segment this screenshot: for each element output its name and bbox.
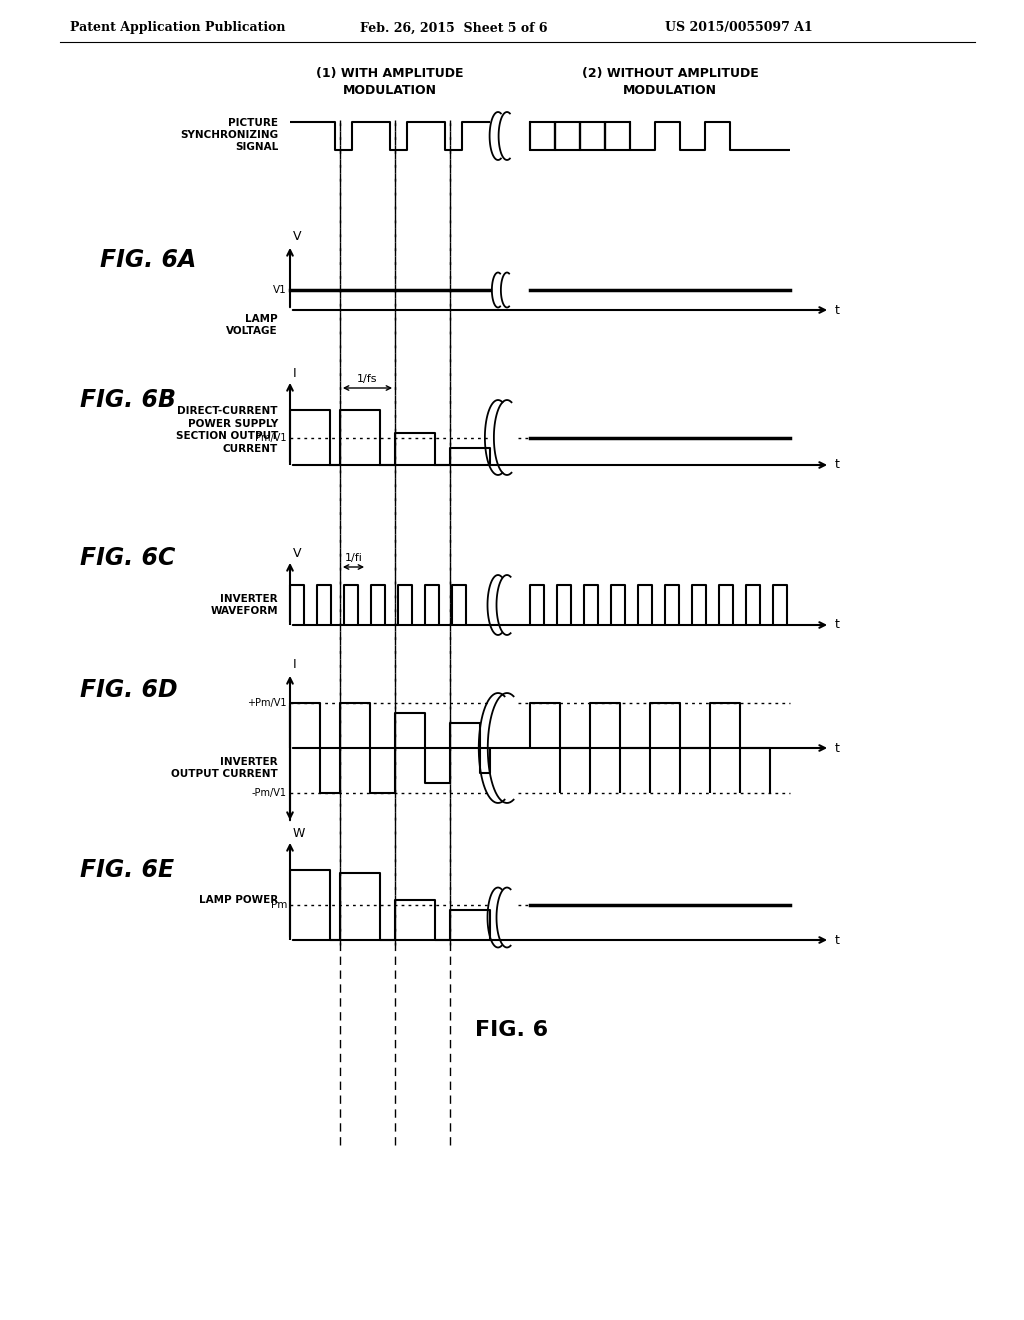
Text: Patent Application Publication: Patent Application Publication <box>70 21 286 34</box>
Text: US 2015/0055097 A1: US 2015/0055097 A1 <box>665 21 813 34</box>
Text: Feb. 26, 2015  Sheet 5 of 6: Feb. 26, 2015 Sheet 5 of 6 <box>360 21 548 34</box>
Text: t: t <box>835 742 840 755</box>
Text: 1/fs: 1/fs <box>357 374 378 384</box>
Text: PICTURE
SYNCHRONIZING
SIGNAL: PICTURE SYNCHRONIZING SIGNAL <box>180 117 278 152</box>
Text: t: t <box>835 933 840 946</box>
Text: FIG. 6B: FIG. 6B <box>80 388 176 412</box>
Text: V: V <box>293 546 301 560</box>
Text: FIG. 6C: FIG. 6C <box>80 546 175 570</box>
Text: (1) WITH AMPLITUDE
MODULATION: (1) WITH AMPLITUDE MODULATION <box>316 67 464 96</box>
Text: INVERTER
WAVEFORM: INVERTER WAVEFORM <box>210 594 278 616</box>
Text: Pm: Pm <box>270 900 287 909</box>
Text: (2) WITHOUT AMPLITUDE
MODULATION: (2) WITHOUT AMPLITUDE MODULATION <box>582 67 759 96</box>
Text: DIRECT-CURRENT
POWER SUPPLY
SECTION OUTPUT
CURRENT: DIRECT-CURRENT POWER SUPPLY SECTION OUTP… <box>176 407 278 454</box>
Text: +Pm/V1: +Pm/V1 <box>248 698 287 708</box>
Text: W: W <box>293 828 305 840</box>
Text: t: t <box>835 619 840 631</box>
Text: INVERTER
OUTPUT CURRENT: INVERTER OUTPUT CURRENT <box>171 756 278 779</box>
Text: V1: V1 <box>273 285 287 294</box>
Text: I: I <box>293 657 297 671</box>
Text: t: t <box>835 304 840 317</box>
Text: Pm/V1: Pm/V1 <box>256 433 287 444</box>
Text: 1/fi: 1/fi <box>344 553 362 564</box>
Text: FIG. 6: FIG. 6 <box>475 1020 549 1040</box>
Text: I: I <box>293 367 297 380</box>
Text: V: V <box>293 230 301 243</box>
Text: FIG. 6E: FIG. 6E <box>80 858 174 882</box>
Text: -Pm/V1: -Pm/V1 <box>252 788 287 799</box>
Text: FIG. 6A: FIG. 6A <box>100 248 197 272</box>
Text: t: t <box>835 458 840 471</box>
Text: FIG. 6D: FIG. 6D <box>80 678 177 702</box>
Text: LAMP POWER: LAMP POWER <box>199 895 278 906</box>
Text: LAMP
VOLTAGE: LAMP VOLTAGE <box>226 314 278 337</box>
